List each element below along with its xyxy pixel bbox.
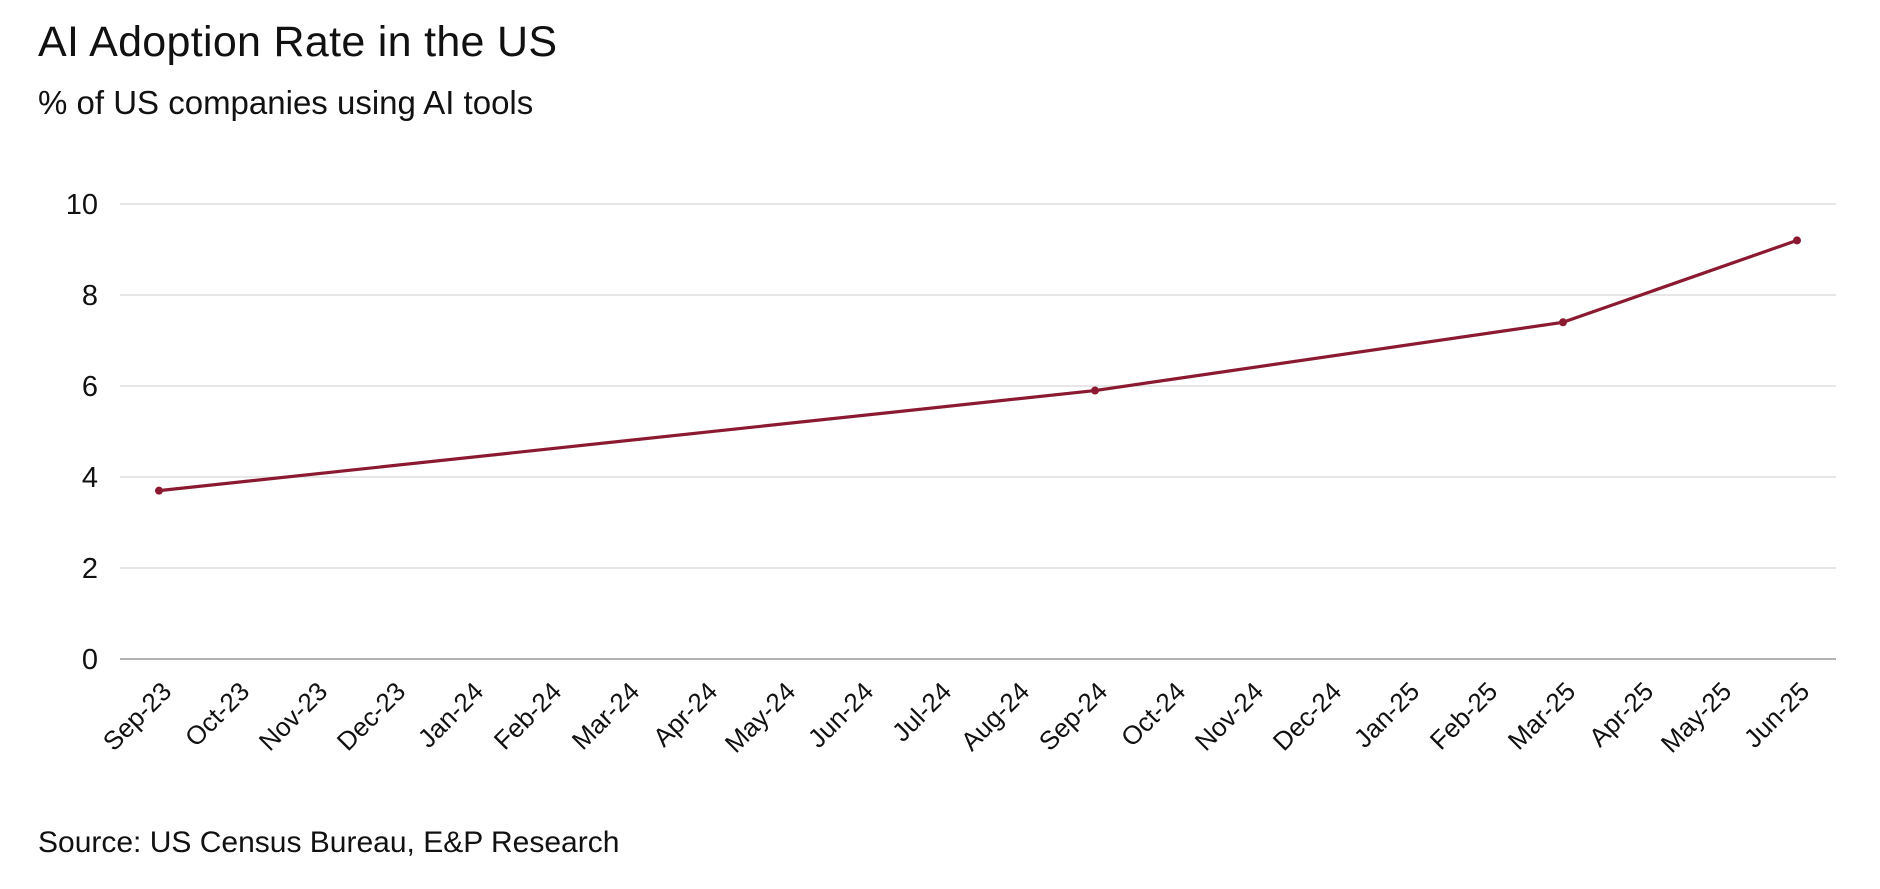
x-tick-label: Nov-23 <box>253 676 333 756</box>
x-tick-label: Nov-24 <box>1189 676 1269 756</box>
x-tick-label: Jun-25 <box>1738 676 1815 753</box>
x-tick-label: Sep-24 <box>1033 676 1113 756</box>
y-tick-label: 8 <box>82 280 98 312</box>
source-note: Source: US Census Bureau, E&P Research <box>38 826 620 859</box>
x-tick-label: May-24 <box>719 676 802 759</box>
series-line <box>158 238 1798 493</box>
x-tick-label: Aug-24 <box>955 676 1035 756</box>
y-tick-label: 0 <box>82 644 98 676</box>
data-point <box>1091 386 1099 395</box>
x-tick-label: Sep-23 <box>97 676 177 756</box>
x-tick-label: Apr-25 <box>1583 676 1659 752</box>
x-tick-label: Jan-25 <box>1348 676 1425 753</box>
x-tick-label: Feb-25 <box>1424 676 1503 755</box>
y-tick-label: 4 <box>82 462 98 494</box>
x-tick-label: Jan-24 <box>412 676 489 753</box>
x-tick-label: Dec-23 <box>331 676 411 756</box>
x-tick-label: Jul-24 <box>886 676 957 747</box>
chart-title: AI Adoption Rate in the US <box>38 18 558 66</box>
y-tick-label: 2 <box>82 553 98 585</box>
data-point <box>1793 236 1801 245</box>
x-tick-label: Feb-24 <box>488 676 567 755</box>
x-tick-label: Dec-24 <box>1267 676 1347 756</box>
x-tick-label: Apr-24 <box>647 676 723 752</box>
x-tick-label: Oct-24 <box>1115 676 1191 752</box>
x-tick-label: Mar-24 <box>566 676 645 755</box>
x-tick-label: Mar-25 <box>1502 676 1581 755</box>
x-tick-label: Oct-23 <box>179 676 255 752</box>
x-tick-label: May-25 <box>1655 676 1738 759</box>
y-tick-label: 10 <box>66 189 98 221</box>
x-tick-label: Jun-24 <box>802 676 879 753</box>
data-point <box>155 486 163 495</box>
data-point <box>1559 318 1567 327</box>
chart-subtitle: % of US companies using AI tools <box>38 84 534 121</box>
y-tick-label: 6 <box>82 371 98 403</box>
